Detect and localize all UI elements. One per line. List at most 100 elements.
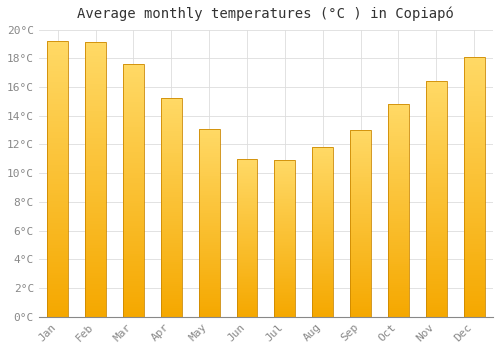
- Bar: [464, 117, 484, 119]
- Bar: [123, 104, 144, 107]
- Bar: [85, 210, 106, 212]
- Bar: [85, 73, 106, 75]
- Bar: [236, 241, 258, 243]
- Bar: [388, 295, 409, 298]
- Bar: [350, 181, 371, 182]
- Bar: [236, 165, 258, 167]
- Bar: [123, 147, 144, 150]
- Bar: [236, 279, 258, 280]
- Bar: [85, 295, 106, 298]
- Bar: [85, 64, 106, 67]
- Bar: [274, 224, 295, 226]
- Bar: [464, 125, 484, 127]
- Bar: [464, 114, 484, 117]
- Bar: [123, 201, 144, 203]
- Bar: [236, 178, 258, 179]
- Bar: [274, 174, 295, 176]
- Bar: [350, 238, 371, 240]
- Bar: [85, 251, 106, 254]
- Bar: [312, 285, 333, 286]
- Bar: [198, 168, 220, 170]
- Bar: [85, 152, 106, 155]
- Bar: [198, 304, 220, 306]
- Bar: [48, 314, 68, 317]
- Bar: [85, 311, 106, 314]
- Bar: [388, 191, 409, 194]
- Bar: [48, 231, 68, 234]
- Bar: [464, 171, 484, 174]
- Bar: [464, 75, 484, 78]
- Bar: [312, 168, 333, 169]
- Bar: [274, 278, 295, 279]
- Bar: [85, 141, 106, 144]
- Bar: [426, 112, 446, 114]
- Bar: [85, 303, 106, 306]
- Bar: [48, 52, 68, 55]
- Bar: [48, 41, 68, 44]
- Bar: [85, 166, 106, 169]
- Bar: [426, 135, 446, 138]
- Bar: [388, 251, 409, 253]
- Bar: [426, 234, 446, 237]
- Bar: [236, 261, 258, 263]
- Bar: [198, 183, 220, 185]
- Bar: [388, 174, 409, 176]
- Bar: [350, 132, 371, 134]
- Bar: [236, 222, 258, 224]
- Bar: [426, 138, 446, 140]
- Bar: [85, 188, 106, 191]
- Bar: [198, 210, 220, 211]
- Bar: [198, 131, 220, 132]
- Bar: [48, 74, 68, 77]
- Bar: [85, 254, 106, 257]
- Bar: [426, 159, 446, 161]
- Bar: [161, 175, 182, 177]
- Bar: [236, 266, 258, 268]
- Bar: [312, 205, 333, 206]
- Bar: [123, 130, 144, 132]
- Bar: [198, 281, 220, 283]
- Bar: [198, 185, 220, 187]
- Bar: [85, 265, 106, 267]
- Bar: [48, 176, 68, 179]
- Title: Average monthly temperatures (°C ) in Copiapó: Average monthly temperatures (°C ) in Co…: [78, 7, 454, 21]
- Bar: [388, 268, 409, 270]
- Bar: [464, 288, 484, 291]
- Bar: [236, 214, 258, 216]
- Bar: [464, 179, 484, 182]
- Bar: [426, 220, 446, 223]
- Bar: [274, 198, 295, 199]
- Bar: [161, 288, 182, 290]
- Bar: [48, 116, 68, 118]
- Bar: [198, 279, 220, 281]
- Bar: [464, 80, 484, 83]
- Bar: [123, 84, 144, 87]
- Bar: [426, 124, 446, 126]
- Bar: [123, 231, 144, 233]
- Bar: [161, 253, 182, 256]
- Bar: [85, 259, 106, 262]
- Bar: [198, 144, 220, 146]
- Bar: [350, 145, 371, 147]
- Bar: [464, 239, 484, 241]
- Bar: [388, 140, 409, 142]
- Bar: [236, 244, 258, 246]
- Bar: [198, 241, 220, 244]
- Bar: [236, 211, 258, 212]
- Bar: [464, 273, 484, 275]
- Bar: [426, 213, 446, 216]
- Bar: [426, 180, 446, 183]
- Bar: [350, 156, 371, 158]
- Bar: [48, 201, 68, 204]
- Bar: [388, 310, 409, 313]
- Bar: [464, 249, 484, 252]
- Bar: [388, 243, 409, 245]
- Bar: [85, 185, 106, 188]
- Bar: [48, 295, 68, 298]
- Bar: [123, 203, 144, 205]
- Bar: [426, 298, 446, 300]
- Bar: [198, 157, 220, 159]
- Bar: [85, 276, 106, 278]
- Bar: [388, 181, 409, 183]
- Bar: [388, 142, 409, 145]
